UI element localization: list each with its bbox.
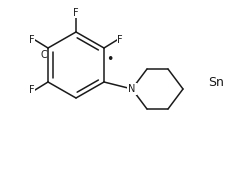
Text: F: F [29, 35, 35, 45]
Text: F: F [29, 85, 35, 95]
Text: Sn: Sn [208, 76, 224, 89]
Text: •: • [106, 53, 114, 65]
Text: F: F [117, 35, 123, 45]
Text: N: N [128, 84, 136, 94]
Text: C: C [41, 50, 47, 60]
Text: F: F [73, 8, 79, 18]
